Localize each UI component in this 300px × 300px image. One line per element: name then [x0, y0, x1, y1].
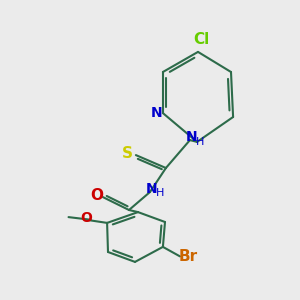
Text: S: S: [122, 146, 133, 161]
Text: N: N: [186, 130, 197, 144]
Text: N: N: [146, 182, 157, 196]
Text: O: O: [80, 211, 92, 225]
Text: H: H: [156, 188, 165, 199]
Text: O: O: [90, 188, 103, 203]
Text: Br: Br: [179, 250, 198, 265]
Text: N: N: [151, 106, 162, 120]
Text: H: H: [196, 136, 205, 147]
Text: Cl: Cl: [193, 32, 209, 47]
